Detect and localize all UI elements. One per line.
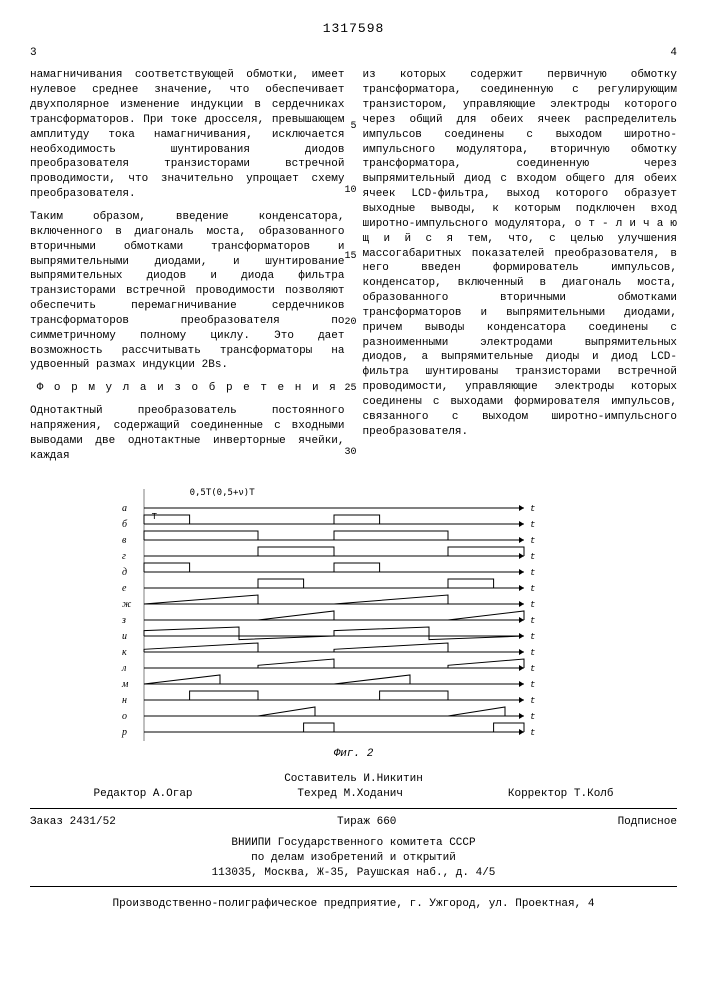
svg-text:t: t: [530, 696, 535, 706]
svg-text:ж: ж: [122, 599, 132, 610]
svg-text:t: t: [530, 536, 535, 546]
figure-caption: Фиг. 2: [114, 747, 594, 762]
svg-text:д: д: [122, 567, 127, 578]
svg-text:0,5T(0,5+ν)T: 0,5T(0,5+ν)T: [189, 488, 255, 498]
line-num-10: 10: [344, 184, 356, 198]
svg-text:t: t: [530, 712, 535, 722]
svg-text:к: к: [122, 647, 127, 658]
svg-text:в: в: [122, 535, 127, 546]
org-address: 113035, Москва, Ж-35, Раушская наб., д. …: [30, 866, 677, 881]
doc-number: 1317598: [30, 20, 677, 38]
svg-text:t: t: [530, 680, 535, 690]
para-l2: Таким образом, введение конденсатора, вк…: [30, 210, 345, 373]
svg-text:t: t: [530, 584, 535, 594]
left-column: намагничивания соответствующей обмотки, …: [30, 68, 345, 471]
svg-text:з: з: [121, 615, 126, 626]
footer-org: ВНИИПИ Государственного комитета СССР по…: [30, 836, 677, 881]
svg-text:г: г: [122, 551, 126, 562]
page-right: 4: [670, 46, 677, 61]
svg-text:T: T: [151, 512, 157, 522]
svg-text:t: t: [530, 552, 535, 562]
footer-row: Заказ 2431/52 Тираж 660 Подписное: [30, 815, 677, 830]
credits-block: Составитель И.Никитин Редактор А.Огар Те…: [30, 772, 677, 802]
divider-2: [30, 886, 677, 887]
page-left: 3: [30, 46, 37, 61]
svg-text:н: н: [122, 695, 127, 706]
line-num-25: 25: [344, 382, 356, 396]
svg-text:р: р: [121, 727, 127, 738]
divider-1: [30, 808, 677, 809]
svg-text:м: м: [121, 679, 129, 690]
compiler: Составитель И.Никитин: [30, 772, 677, 787]
timing-diagram: 0,5T(0,5+ν)T а t б t в t г t д t е t ж t з t и t к t л t м t н t о t…: [114, 485, 554, 745]
editor: Редактор А.Огар: [94, 787, 193, 802]
svg-text:б: б: [122, 519, 128, 530]
svg-text:t: t: [530, 600, 535, 610]
svg-text:t: t: [530, 648, 535, 658]
svg-text:t: t: [530, 568, 535, 578]
line-num-5: 5: [350, 120, 356, 134]
para-r1: из которых содержит первичную обмотку тр…: [363, 68, 678, 439]
svg-text:и: и: [122, 631, 127, 642]
svg-text:t: t: [530, 632, 535, 642]
podpisnoe: Подписное: [618, 815, 677, 830]
figure-2: 0,5T(0,5+ν)T а t б t в t г t д t е t ж t з t и t к t л t м t н t о t…: [114, 485, 594, 762]
para-l1: намагничивания соответствующей обмотки, …: [30, 68, 345, 202]
line-num-30: 30: [344, 446, 356, 460]
right-column: из которых содержит первичную обмотку тр…: [363, 68, 678, 471]
svg-text:е: е: [122, 583, 127, 594]
svg-text:о: о: [122, 711, 127, 722]
svg-text:t: t: [530, 664, 535, 674]
para-l3: Однотактный преобразователь постоянного …: [30, 404, 345, 463]
print-line: Производственно-полиграфическое предприя…: [30, 897, 677, 912]
svg-text:а: а: [122, 503, 127, 514]
line-num-20: 20: [344, 316, 356, 330]
tirazh: Тираж 660: [337, 815, 396, 830]
line-num-15: 15: [344, 250, 356, 264]
text-columns: намагничивания соответствующей обмотки, …: [30, 68, 677, 471]
svg-text:t: t: [530, 520, 535, 530]
svg-text:л: л: [121, 663, 127, 674]
org-line2: по делам изобретений и открытий: [30, 851, 677, 866]
page-header: 3 4: [30, 46, 677, 61]
order-number: Заказ 2431/52: [30, 815, 116, 830]
formula-title: Ф о р м у л а и з о б р е т е н и я: [30, 381, 345, 396]
svg-text:t: t: [530, 616, 535, 626]
svg-text:t: t: [530, 504, 535, 514]
corrector: Корректор Т.Колб: [508, 787, 614, 802]
org-line1: ВНИИПИ Государственного комитета СССР: [30, 836, 677, 851]
techred: Техред М.Ходанич: [297, 787, 403, 802]
svg-text:t: t: [530, 728, 535, 738]
